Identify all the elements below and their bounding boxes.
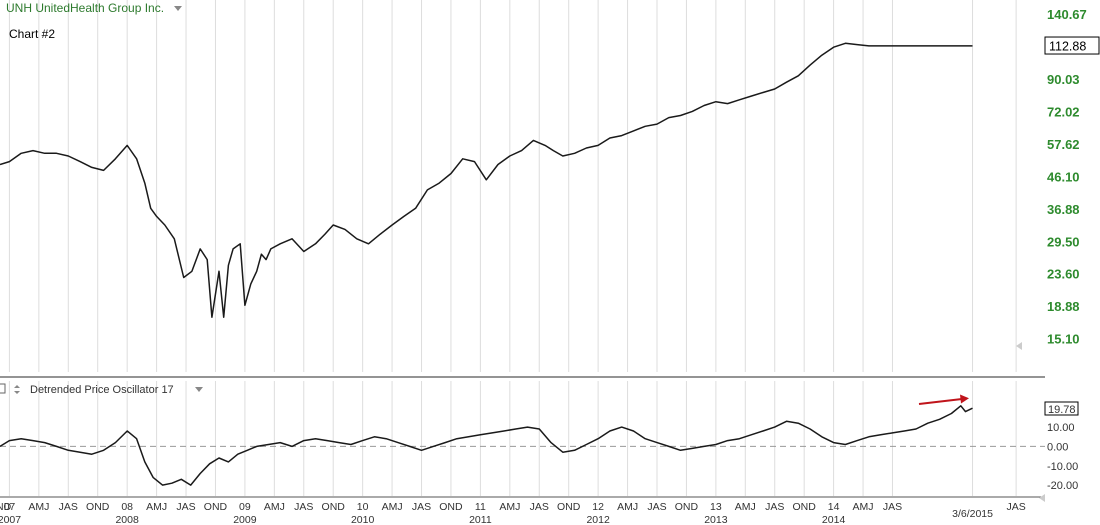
x-year-label: 2007 [0,514,21,525]
x-tick-label: ND [0,501,12,513]
x-tick-label: JAS [412,501,431,513]
oscillator-y-axis: 19.78 10.00 0.00 -10.00 -20.00 [1044,401,1079,492]
x-tick-label: JAS [176,501,195,513]
x-year-label: 2008 [115,514,139,525]
x-tick-label: AMJ [28,501,49,513]
triangle-down-icon[interactable] [174,6,182,11]
x-tick-label: OND [557,501,581,513]
chart-note: Chart #2 [9,27,55,41]
x-tick-label: OND [675,501,699,513]
last-price-label: 112.88 [1049,40,1086,54]
x-tick-label: AMJ [617,501,638,513]
x-tick-label: JAS [59,501,78,513]
price-tick-label: 29.50 [1047,234,1080,249]
price-tick-label: 23.60 [1047,267,1080,282]
x-tick-label: JAS [530,501,549,513]
oscillator-tick-label: -20.00 [1047,480,1078,492]
x-tick-label: OND [86,501,110,513]
x-tick-label: AMJ [264,501,285,513]
x-year-label: 2010 [351,514,375,525]
price-tick-label: 57.62 [1047,137,1080,152]
x-year-label: 2011 [469,514,492,525]
price-tick-label: 90.03 [1047,72,1080,87]
x-tick-label: OND [793,501,817,513]
price-tick-label: 72.02 [1047,104,1080,119]
symbol-title: UNH UnitedHealth Group Inc. [6,1,164,15]
x-year-label: 2012 [586,514,610,525]
x-tick-label: 11 [475,501,486,513]
oscillator-tick-label: 0.00 [1047,441,1068,453]
x-axis-years: 2007 2008 2009 2010 2011 2012 2013 2014 [0,514,845,525]
x-tick-label: AMJ [146,501,167,513]
scroll-marker-icon[interactable] [1039,494,1045,502]
x-tick-label: 07 [4,501,16,513]
x-year-label: 2014 [822,514,846,525]
oscillator-series-line [0,405,973,486]
x-tick-label: OND [204,501,228,513]
x-tick-label: 10 [357,501,369,513]
triangle-down-icon[interactable] [195,387,203,392]
x-tick-label: OND [439,501,463,513]
x-tick-label: 13 [710,501,722,513]
x-tick-label: 12 [592,501,604,513]
price-tick-label: 15.10 [1047,332,1080,347]
x-tick-label: 14 [828,501,840,513]
x-tick-label: AMJ [853,501,874,513]
x-tick-label: JAS [647,501,666,513]
x-tick-label: AMJ [499,501,520,513]
price-series-line [0,42,973,318]
price-tick-label: 36.88 [1047,202,1080,217]
x-tick-label: JAS [1006,501,1025,513]
x-tick-label: AMJ [382,501,403,513]
price-tick-label: 46.10 [1047,169,1080,184]
price-y-axis: 140.67 112.88 90.03 72.02 57.62 46.10 36.88 29.… [1044,7,1100,347]
x-tick-label: JAS [883,501,902,513]
indicator-title: Detrended Price Oscillator 17 [30,384,174,396]
x-tick-label: JAS [765,501,784,513]
price-tick-label: 18.88 [1047,299,1080,314]
x-axis-labels: ND07 AMJ JAS OND 08 AMJ JAS OND 09 AMJ JAS OND 10 AMJ… [0,501,1026,520]
oscillator-tick-label: 10.00 [1047,422,1075,434]
x-tick-label: 09 [239,501,251,513]
x-year-label: 2013 [704,514,728,525]
last-oscillator-label: 19.78 [1048,404,1076,416]
x-tick-label: OND [322,501,346,513]
oscillator-gridlines [8,381,1017,496]
last-price-box [1044,36,1100,55]
price-gridlines [8,0,1017,372]
updown-arrows-icon[interactable] [14,385,20,394]
oscillator-tick-label: -10.00 [1047,461,1078,473]
red-arrow-icon [918,394,969,405]
scroll-marker-icon[interactable] [1016,342,1022,350]
x-tick-label: AMJ [735,501,756,513]
x-tick-label: JAS [294,501,313,513]
x-tick-label: 3/6/2015 [952,508,993,520]
checkbox-icon[interactable] [0,383,6,394]
last-oscillator-box [1044,401,1079,416]
x-year-label: 2009 [233,514,257,525]
x-tick-label: 08 [121,501,133,513]
price-tick-label: 140.67 [1047,7,1087,22]
